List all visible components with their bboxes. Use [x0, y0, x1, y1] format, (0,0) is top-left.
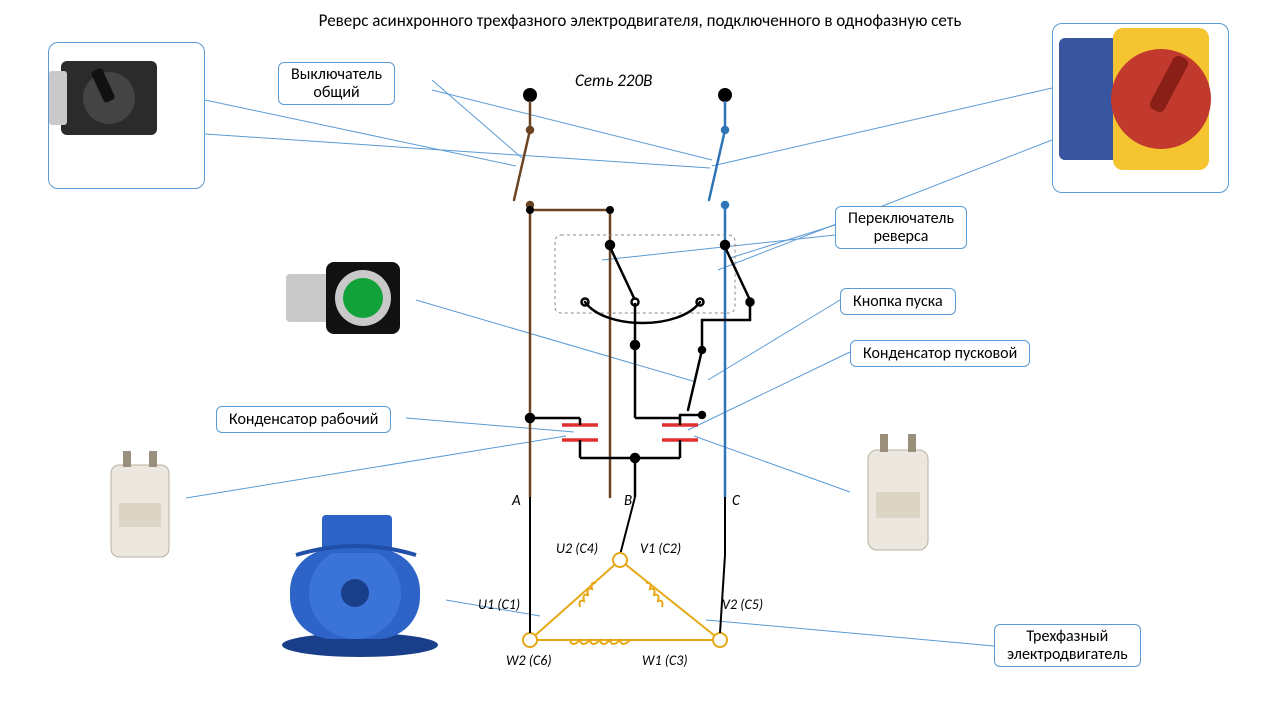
label-motor-text: Трехфазный электродвигатель	[1007, 627, 1128, 664]
wire-L	[514, 102, 614, 497]
label-start-button: Кнопка пуска	[840, 288, 956, 315]
terminal-U1: U1 (C1)	[478, 596, 520, 613]
motor-delta	[523, 553, 727, 647]
diagram-canvas: Реверс асинхронного трехфазного электрод…	[0, 0, 1280, 720]
terminal-W2: W2 (C6)	[506, 652, 552, 669]
reverse-switch	[582, 241, 754, 350]
capacitors	[562, 425, 698, 440]
capacitor-leads	[526, 414, 680, 497]
label-reverse-text: Переключатель реверса	[848, 209, 954, 246]
terminal-B: B	[624, 492, 632, 510]
terminal-A: A	[512, 492, 521, 510]
label-motor: Трехфазный электродвигатель	[994, 624, 1141, 667]
label-cap-start: Конденсатор пусковой	[850, 340, 1030, 367]
terminal-W1: W1 (C3)	[642, 652, 688, 669]
label-reverse: Переключатель реверса	[835, 206, 967, 249]
terminal-V1: V1 (C2)	[640, 540, 681, 557]
label-cap-run: Конденсатор рабочий	[216, 406, 391, 433]
start-button-contact	[680, 347, 705, 420]
terminal-C: C	[732, 492, 740, 510]
mains-label: Сеть 220В	[575, 70, 652, 91]
terminal-U2: U2 (C4)	[556, 540, 598, 557]
terminal-V2: V2 (C5)	[722, 596, 763, 613]
wire-N	[709, 102, 728, 497]
label-main-switch: Выключатель общий	[278, 62, 395, 105]
label-main-switch-text: Выключатель общий	[291, 65, 382, 102]
schematic	[0, 0, 1280, 720]
